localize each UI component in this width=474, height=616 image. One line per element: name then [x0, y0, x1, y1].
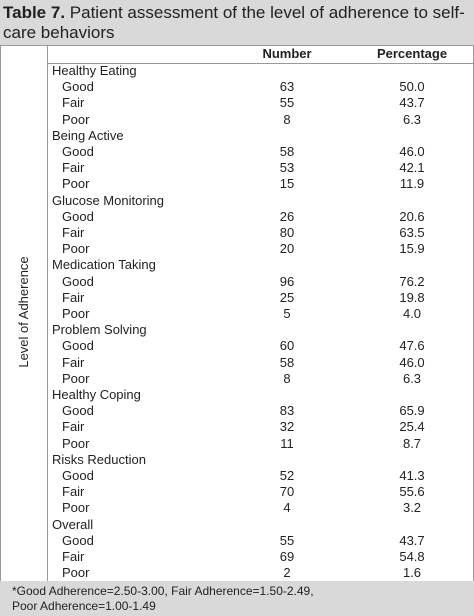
number-cell: 20	[279, 241, 295, 257]
rule	[0, 45, 1, 581]
group-name: Medication Taking	[52, 257, 156, 273]
rule	[47, 45, 48, 581]
row-label: Good	[62, 532, 94, 548]
number-cell: 83	[279, 403, 295, 419]
number-cell: 96	[279, 273, 295, 289]
number-cell: 15	[279, 176, 295, 192]
percentage-cell: 1.6	[402, 565, 422, 581]
row-label: Good	[62, 338, 94, 354]
row-label: Poor	[62, 565, 90, 581]
percentage-cell: 54.8	[399, 549, 425, 564]
percentage-cell: 47.6	[399, 338, 425, 354]
number-cell: 5	[283, 306, 291, 321]
number-cell: 8	[283, 370, 291, 386]
row-label: Good	[62, 403, 94, 419]
group-name: Problem Solving	[52, 322, 147, 338]
row-label: Good	[62, 468, 94, 483]
percentage-cell: 19.8	[399, 289, 425, 305]
row-label: Poor	[62, 111, 90, 127]
number-cell: 80	[279, 225, 295, 240]
percentage-cell: 43.7	[399, 532, 425, 548]
row-label: Fair	[62, 419, 85, 435]
percentage-cell: 50.0	[399, 79, 425, 95]
number-cell: 26	[279, 208, 295, 224]
number-cell: 70	[279, 484, 295, 500]
percentage-cell: 25.4	[399, 419, 425, 435]
percentage-cell: 6.3	[402, 370, 422, 386]
footnote: Poor Adherence=1.00-1.49	[12, 599, 156, 613]
percentage-cell: 41.3	[399, 468, 425, 483]
number-cell: 55	[279, 95, 295, 111]
row-header: Level of Adherence	[16, 256, 31, 368]
percentage-cell: 46.0	[399, 354, 425, 370]
row-label: Fair	[62, 549, 85, 564]
column-header: Number	[262, 46, 312, 61]
row-label: Good	[62, 273, 94, 289]
row-label: Fair	[62, 225, 85, 240]
number-cell: 60	[279, 338, 295, 354]
group-name: Risks Reduction	[52, 451, 146, 467]
column-header: Percentage	[376, 46, 448, 61]
rule	[47, 63, 474, 64]
row-label: Poor	[62, 306, 90, 321]
row-label: Good	[62, 144, 94, 159]
percentage-cell: 76.2	[399, 273, 425, 289]
table-title: Patient assessment of the level of adher…	[3, 3, 465, 42]
percentage-cell: 20.6	[399, 208, 425, 224]
row-label: Good	[62, 79, 94, 95]
title-bar: Table 7. Patient assessment of the level…	[0, 0, 474, 45]
percentage-cell: 65.9	[399, 403, 425, 419]
number-cell: 63	[279, 79, 295, 95]
number-cell: 25	[279, 289, 295, 305]
row-label: Poor	[62, 435, 90, 451]
title: Table 7. Patient assessment of the level…	[3, 3, 473, 43]
row-label: Poor	[62, 176, 90, 192]
percentage-cell: 63.5	[399, 225, 425, 240]
number-cell: 58	[279, 354, 295, 370]
group-name: Glucose Monitoring	[52, 192, 164, 208]
number-cell: 8	[283, 111, 291, 127]
percentage-cell: 15.9	[399, 241, 425, 257]
row-label: Fair	[62, 160, 85, 176]
row-label: Fair	[62, 354, 85, 370]
percentage-cell: 6.3	[402, 111, 422, 127]
rule	[0, 45, 474, 46]
number-cell: 53	[279, 160, 295, 176]
percentage-cell: 43.7	[399, 95, 425, 111]
percentage-cell: 46.0	[399, 144, 425, 159]
group-name: Healthy Coping	[52, 387, 141, 402]
group-name: Overall	[52, 516, 94, 532]
row-label: Fair	[62, 484, 85, 500]
row-label: Fair	[62, 95, 85, 111]
percentage-cell: 11.9	[399, 176, 425, 192]
percentage-cell: 3.2	[402, 500, 422, 516]
footer: *Good Adherence=2.50-3.00, Fair Adherenc…	[0, 581, 474, 616]
row-label: Poor	[62, 241, 90, 257]
percentage-cell: 42.1	[399, 160, 425, 176]
row-label: Poor	[62, 370, 90, 386]
percentage-cell: 8.7	[402, 435, 422, 451]
percentage-cell: 55.6	[399, 484, 425, 500]
number-cell: 32	[279, 419, 295, 435]
percentage-cell: 4.0	[402, 306, 422, 321]
row-label: Good	[62, 208, 94, 224]
number-cell: 52	[279, 468, 295, 483]
group-name: Being Active	[52, 127, 124, 143]
footnote: *Good Adherence=2.50-3.00, Fair Adherenc…	[12, 584, 314, 598]
number-cell: 69	[279, 549, 295, 564]
number-cell: 55	[279, 532, 295, 548]
number-cell: 58	[279, 144, 295, 159]
group-name: Healthy Eating	[52, 63, 137, 78]
number-cell: 4	[283, 500, 291, 516]
row-label: Poor	[62, 500, 90, 516]
number-cell: 11	[280, 435, 294, 451]
row-label: Fair	[62, 289, 85, 305]
number-cell: 2	[283, 565, 291, 581]
table-label: Table 7.	[3, 3, 66, 22]
